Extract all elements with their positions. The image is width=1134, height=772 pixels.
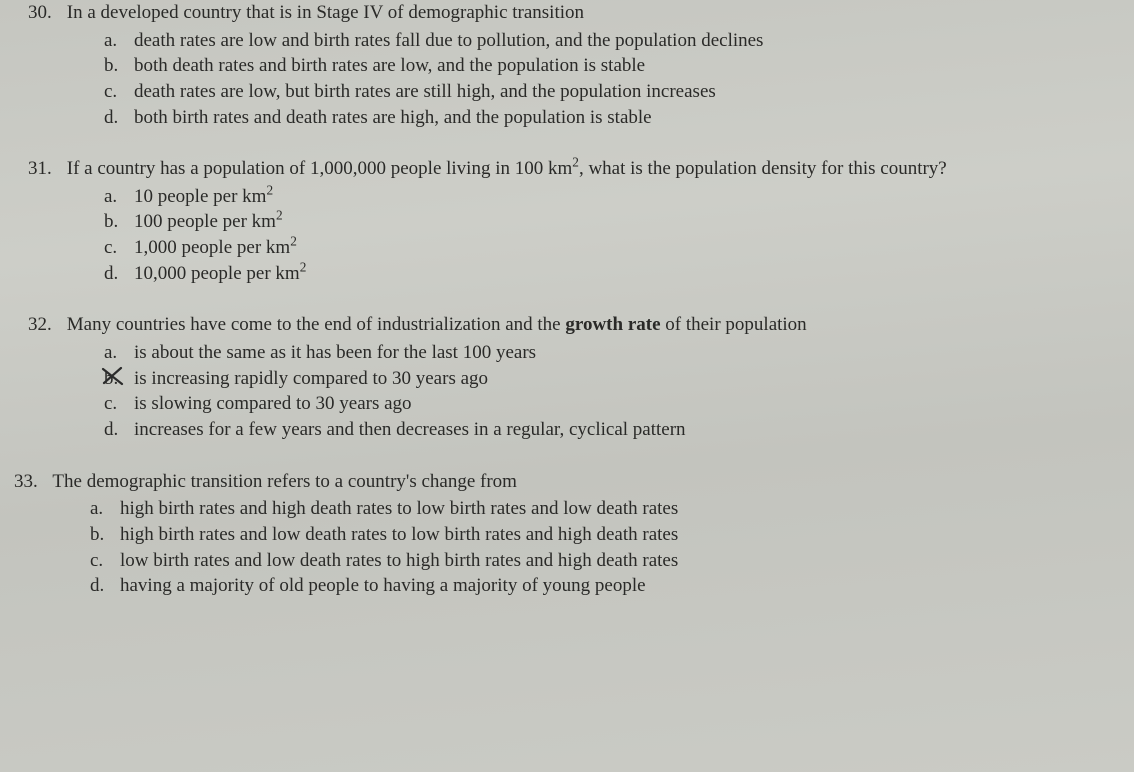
choice-text: 10,000 people per km2 xyxy=(134,261,306,287)
choice-letter: d. xyxy=(104,105,134,131)
choice-b: b.both death rates and birth rates are l… xyxy=(104,53,1110,79)
choice-list: a.is about the same as it has been for t… xyxy=(104,340,1110,443)
question-33: 33. The demographic transition refers to… xyxy=(10,469,1110,599)
choice-text: high birth rates and low death rates to … xyxy=(120,522,678,548)
question-stem: 32. Many countries have come to the end … xyxy=(24,312,1110,338)
choice-d: d.10,000 people per km2 xyxy=(104,261,1110,287)
question-number: 31. xyxy=(28,156,62,182)
question-30: 30. In a developed country that is in St… xyxy=(24,0,1110,130)
choice-a: a.is about the same as it has been for t… xyxy=(104,340,1110,366)
question-31: 31. If a country has a population of 1,0… xyxy=(24,156,1110,286)
choice-c: c.low birth rates and low death rates to… xyxy=(90,548,1110,574)
choice-d: d.having a majority of old people to hav… xyxy=(90,573,1110,599)
choice-a: a.high birth rates and high death rates … xyxy=(90,496,1110,522)
choice-list: a.10 people per km2 b.100 people per km2… xyxy=(104,184,1110,287)
choice-letter: d. xyxy=(104,417,134,443)
choice-text: high birth rates and high death rates to… xyxy=(120,496,678,522)
choice-text: having a majority of old people to havin… xyxy=(120,573,646,599)
choice-text: death rates are low and birth rates fall… xyxy=(134,28,763,54)
choice-letter: a. xyxy=(104,340,134,366)
choice-text: increases for a few years and then decre… xyxy=(134,417,686,443)
choice-letter: a. xyxy=(104,184,134,210)
choice-letter: c. xyxy=(104,391,134,417)
question-text: In a developed country that is in Stage … xyxy=(67,2,584,23)
choice-c: c.is slowing compared to 30 years ago xyxy=(104,391,1110,417)
question-text: The demographic transition refers to a c… xyxy=(52,471,517,492)
choice-list: a.death rates are low and birth rates fa… xyxy=(104,28,1110,131)
choice-c: c.death rates are low, but birth rates a… xyxy=(104,79,1110,105)
question-stem: 31. If a country has a population of 1,0… xyxy=(24,156,1110,182)
choice-d: d.increases for a few years and then dec… xyxy=(104,417,1110,443)
question-text: Many countries have come to the end of i… xyxy=(67,314,807,335)
question-number: 30. xyxy=(28,0,62,26)
question-stem: 30. In a developed country that is in St… xyxy=(24,0,1110,26)
choice-text: 10 people per km2 xyxy=(134,184,273,210)
choice-text: low birth rates and low death rates to h… xyxy=(120,548,678,574)
choice-list: a.high birth rates and high death rates … xyxy=(90,496,1110,599)
question-32: 32. Many countries have come to the end … xyxy=(24,312,1110,442)
choice-text: 100 people per km2 xyxy=(134,209,283,235)
choice-letter-struck: b. xyxy=(104,366,134,392)
choice-b: b. is increasing rapidly compared to 30 … xyxy=(104,366,1110,392)
question-number: 33. xyxy=(14,469,48,495)
choice-text: 1,000 people per km2 xyxy=(134,235,297,261)
choice-letter: c. xyxy=(104,79,134,105)
choice-letter: b. xyxy=(90,522,120,548)
choice-a: a.death rates are low and birth rates fa… xyxy=(104,28,1110,54)
worksheet-page: 30. In a developed country that is in St… xyxy=(0,0,1134,772)
choice-text: both death rates and birth rates are low… xyxy=(134,53,645,79)
choice-text: is about the same as it has been for the… xyxy=(134,340,536,366)
question-stem: 33. The demographic transition refers to… xyxy=(10,469,1110,495)
choice-letter: b. xyxy=(104,53,134,79)
choice-letter: c. xyxy=(104,235,134,261)
choice-d: d.both birth rates and death rates are h… xyxy=(104,105,1110,131)
choice-letter: d. xyxy=(104,261,134,287)
choice-text: is increasing rapidly compared to 30 yea… xyxy=(134,366,488,392)
choice-letter: b. xyxy=(104,209,134,235)
choice-letter: d. xyxy=(90,573,120,599)
choice-a: a.10 people per km2 xyxy=(104,184,1110,210)
question-text: If a country has a population of 1,000,0… xyxy=(67,158,947,179)
choice-c: c.1,000 people per km2 xyxy=(104,235,1110,261)
choice-letter: b. xyxy=(104,368,118,389)
choice-letter: c. xyxy=(90,548,120,574)
choice-letter: a. xyxy=(104,28,134,54)
choice-b: b.high birth rates and low death rates t… xyxy=(90,522,1110,548)
choice-text: is slowing compared to 30 years ago xyxy=(134,391,412,417)
choice-b: b.100 people per km2 xyxy=(104,209,1110,235)
choice-text: both birth rates and death rates are hig… xyxy=(134,105,652,131)
choice-text: death rates are low, but birth rates are… xyxy=(134,79,716,105)
choice-letter: a. xyxy=(90,496,120,522)
question-number: 32. xyxy=(28,312,62,338)
